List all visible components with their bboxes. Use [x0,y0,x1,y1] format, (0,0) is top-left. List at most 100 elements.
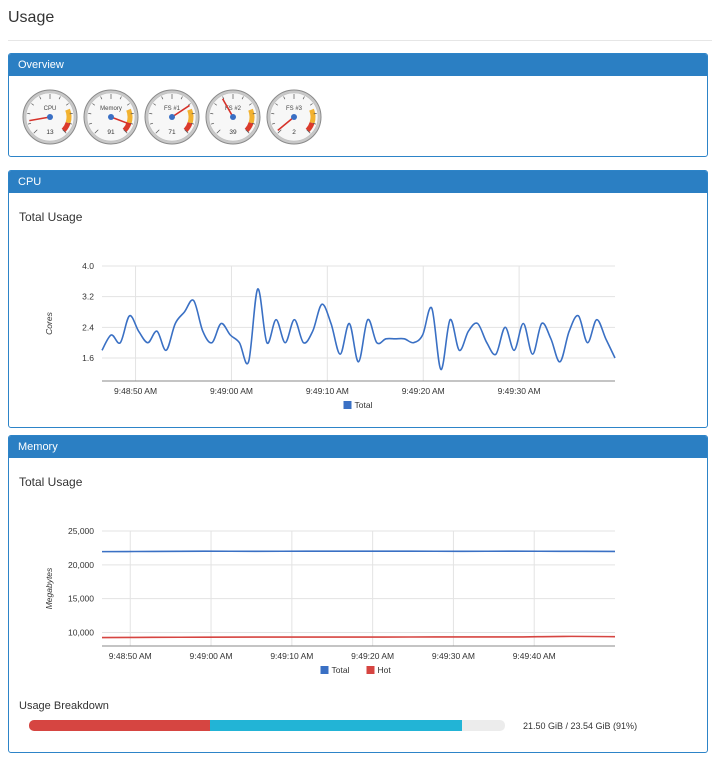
overview-panel: Overview CPU 13 Memory 91 FS #1 71 FS #2 39 FS #… [8,53,708,157]
cpu-chart-x-tick-label: 9:48:50 AM [114,386,157,396]
gauge-memory: Memory 91 [83,89,139,145]
gauge-tick [302,96,305,100]
gauge-label: FS #3 [286,106,303,112]
gauge-tick [126,103,130,106]
cpu-chart-legend-swatch-total [343,401,352,409]
cpu-chart-x-tick-label: 9:49:30 AM [498,386,541,396]
gauge-tick [92,103,96,106]
usage-breakdown-bar [29,720,505,731]
cpu-usage-chart: 4.0 3.2 2.4 1.6 9:48:50 AM 9:49:00 AM 9:49:10 … [44,261,616,410]
cpu-chart-y-tick-label: 3.2 [82,292,94,302]
cpu-chart-x-tick-label: 9:49:20 AM [402,386,445,396]
gauge-hub [47,114,53,120]
gauge-tick [272,122,276,125]
gauge-tick [251,122,255,125]
memory-chart-x-tick-label: 9:49:00 AM [190,651,233,661]
memory-chart-y-axis-title: Megabytes [44,567,54,609]
gauge-tick [155,129,160,134]
memory-chart-legend-swatch-total [320,666,329,674]
gauge-fs-1: FS #1 71 [144,89,200,145]
cpu-chart-series-line-total [101,288,616,371]
gauge-tick [31,103,35,106]
gauge-tick [190,122,194,125]
memory-chart-x-tick-label: 9:49:40 AM [513,651,556,661]
gauge-tick [89,122,93,125]
gauge-tick [180,96,183,100]
gauge-tick [129,122,133,125]
gauge-tick [94,129,99,134]
gauge-tick [309,103,313,106]
gauge-tick [248,103,252,106]
memory-chart-y-tick-label: 25,000 [68,526,94,536]
gauge-hub [291,114,297,120]
gauge-zone [187,108,194,124]
cpu-chart-y-tick-label: 1.6 [82,353,94,363]
cpu-chart-x-tick-label: 9:49:00 AM [210,386,253,396]
gauge-cpu: CPU 13 [22,89,78,145]
gauge-tick [65,103,69,106]
gauge-tick [241,96,244,100]
memory-chart-x-tick-label: 9:49:20 AM [351,651,394,661]
gauge-zone [126,108,133,124]
gauge-row-svg: CPU 13 Memory 91 FS #1 71 FS #2 39 FS #3 2 [22,89,322,145]
gauge-value: 39 [229,129,237,136]
gauge-tick [123,129,128,134]
breakdown-segment-hot [29,720,210,731]
gauge-tick [28,122,32,125]
gauge-tick [68,122,72,125]
cpu-chart-legend-label-total: Total [355,400,373,410]
gauge-tick [161,96,164,100]
gauge-tick [245,129,250,134]
gauge-tick [39,96,42,100]
cpu-chart-title: Total Usage [19,210,83,224]
gauge-tick [119,96,122,100]
gauge-fs-3: FS #3 2 [266,89,322,145]
gauge-needle [29,116,51,122]
gauge-tick [58,96,61,100]
memory-chart-title: Total Usage [19,475,83,489]
memory-chart-legend-label-hot: Hot [378,665,392,675]
memory-panel: Memory Total Usage 25,000 20,000 15,000 10,… [8,435,708,753]
cpu-panel-header: CPU [9,171,707,193]
gauge-tick [275,103,279,106]
memory-chart-y-tick-label: 10,000 [68,627,94,637]
gauge-tick [277,129,282,134]
gauge-tick [62,129,67,134]
gauge-value: 71 [168,129,176,136]
memory-chart-legend-swatch-hot [366,666,375,674]
memory-usage-chart: 25,000 20,000 15,000 10,000 9:48:50 AM 9:49:0… [44,526,616,675]
gauge-row: CPU 13 Memory 91 FS #1 71 FS #2 39 FS #3 2 [9,76,707,156]
page-title: Usage [8,9,55,26]
gauge-label: CPU [44,106,57,112]
gauge-label: FS #1 [164,106,181,112]
memory-chart-x-tick-label: 9:48:50 AM [109,651,152,661]
gauge-label: FS #2 [225,106,242,112]
gauge-hub [169,114,175,120]
gauge-needle [171,104,190,118]
gauge-zone [248,108,255,124]
gauge-tick [283,96,286,100]
cpu-chart-x-tick-label: 9:49:10 AM [306,386,349,396]
gauge-tick [222,96,225,100]
cpu-panel: CPU Total Usage 4.0 3.2 2.4 1.6 9:48:50 AM 9:… [8,170,708,428]
gauge-value: 13 [46,129,54,136]
gauge-tick [211,122,215,125]
gauge-tick [184,129,189,134]
cpu-chart-y-axis-title: Cores [44,311,54,334]
memory-chart-y-tick-label: 15,000 [68,594,94,604]
memory-chart-x-tick-label: 9:49:30 AM [432,651,475,661]
gauge-zone [309,108,316,124]
usage-breakdown-label: 21.50 GiB / 23.54 GiB (91%) [523,721,638,731]
gauge-tick [214,103,218,106]
gauge-needle [221,98,234,118]
gauge-value: 91 [107,129,115,136]
gauge-hub [230,114,236,120]
breakdown-segment-total [209,720,463,731]
overview-panel-header: Overview [9,54,707,76]
memory-chart-legend-label-total: Total [332,665,350,675]
memory-chart-y-tick-label: 20,000 [68,560,94,570]
gauge-tick [312,122,316,125]
gauge-fs-2: FS #2 39 [205,89,261,145]
title-divider [8,40,712,41]
gauge-tick [33,129,38,134]
